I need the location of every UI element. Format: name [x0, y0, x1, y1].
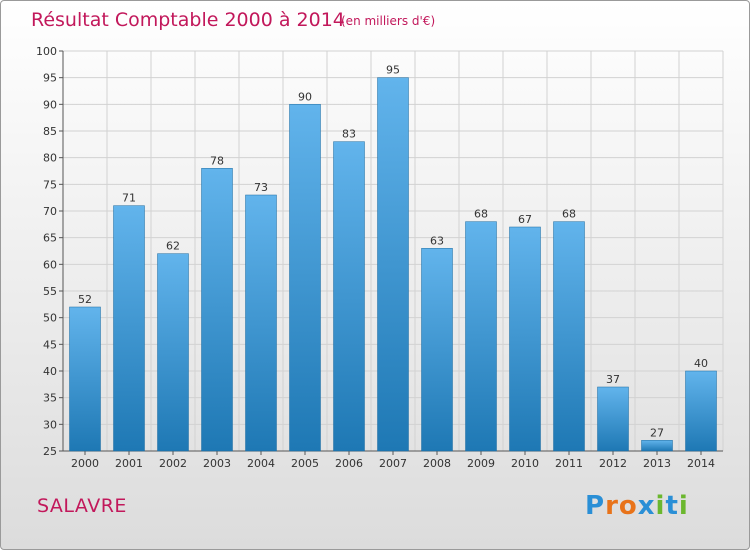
bar — [377, 77, 409, 452]
bar — [421, 248, 453, 452]
x-tick-label: 2003 — [203, 457, 231, 470]
bar — [597, 386, 629, 452]
data-label: 67 — [518, 213, 532, 226]
data-label: 90 — [298, 90, 312, 103]
y-tick-label: 40 — [43, 365, 57, 378]
data-label: 40 — [694, 357, 708, 370]
logo-letter: x — [637, 491, 656, 521]
data-label: 68 — [474, 208, 488, 221]
bar — [289, 104, 321, 452]
bar — [201, 168, 233, 452]
data-label: 73 — [254, 181, 268, 194]
y-tick-label: 45 — [43, 338, 57, 351]
commune-name: SALAVRE — [37, 495, 127, 517]
bar — [509, 226, 541, 452]
data-label: 68 — [562, 208, 576, 221]
logo-letter: i — [678, 491, 689, 521]
x-tick-label: 2009 — [467, 457, 495, 470]
logo-letter: i — [655, 491, 666, 521]
chart-subtitle: (en milliers d'€) — [341, 14, 436, 28]
y-tick-label: 30 — [43, 418, 57, 431]
bar — [113, 205, 145, 452]
logo-letter: P — [585, 491, 606, 521]
bar — [553, 221, 585, 452]
x-tick-label: 2005 — [291, 457, 319, 470]
bar — [245, 194, 277, 452]
x-tick-label: 2001 — [115, 457, 143, 470]
proxiti-logo[interactable]: Proxiti — [585, 491, 689, 521]
x-tick-label: 2014 — [687, 457, 715, 470]
data-label: 95 — [386, 64, 400, 77]
y-tick-label: 95 — [43, 72, 57, 85]
x-tick-label: 2000 — [71, 457, 99, 470]
y-tick-label: 65 — [43, 232, 57, 245]
x-tick-label: 2012 — [599, 457, 627, 470]
y-tick-label: 80 — [43, 152, 57, 165]
y-tick-label: 100 — [36, 45, 57, 58]
bar — [685, 370, 717, 452]
data-label: 62 — [166, 240, 180, 253]
x-tick-label: 2008 — [423, 457, 451, 470]
y-tick-label: 50 — [43, 312, 57, 325]
data-label: 27 — [650, 426, 664, 439]
y-tick-label: 90 — [43, 98, 57, 111]
x-tick-label: 2010 — [511, 457, 539, 470]
y-tick-label: 85 — [43, 125, 57, 138]
chart-title: Résultat Comptable 2000 à 2014 — [31, 9, 345, 31]
data-label: 83 — [342, 128, 356, 141]
data-label: 71 — [122, 192, 136, 205]
data-label: 63 — [430, 234, 444, 247]
y-tick-label: 25 — [43, 445, 57, 458]
x-tick-label: 2013 — [643, 457, 671, 470]
bar — [465, 221, 497, 452]
x-tick-label: 2007 — [379, 457, 407, 470]
data-label: 78 — [210, 154, 224, 167]
x-tick-label: 2002 — [159, 457, 187, 470]
y-tick-label: 55 — [43, 285, 57, 298]
y-tick-label: 35 — [43, 392, 57, 405]
y-tick-label: 75 — [43, 178, 57, 191]
logo-letter: t — [665, 491, 679, 521]
y-tick-label: 70 — [43, 205, 57, 218]
bar — [333, 141, 365, 452]
data-label: 52 — [78, 293, 92, 306]
y-tick-label: 60 — [43, 258, 57, 271]
x-tick-label: 2004 — [247, 457, 275, 470]
bar — [69, 306, 101, 452]
x-tick-label: 2006 — [335, 457, 363, 470]
x-tick-label: 2011 — [555, 457, 583, 470]
bar — [641, 440, 673, 452]
bar — [157, 253, 189, 452]
logo-letter: o — [618, 491, 638, 521]
logo-letter: r — [605, 491, 619, 521]
bar-layer: 52 71 62 78 73 90 83 95 63 68 67 68 37 27 40 — [69, 64, 717, 452]
data-label: 37 — [606, 373, 620, 386]
